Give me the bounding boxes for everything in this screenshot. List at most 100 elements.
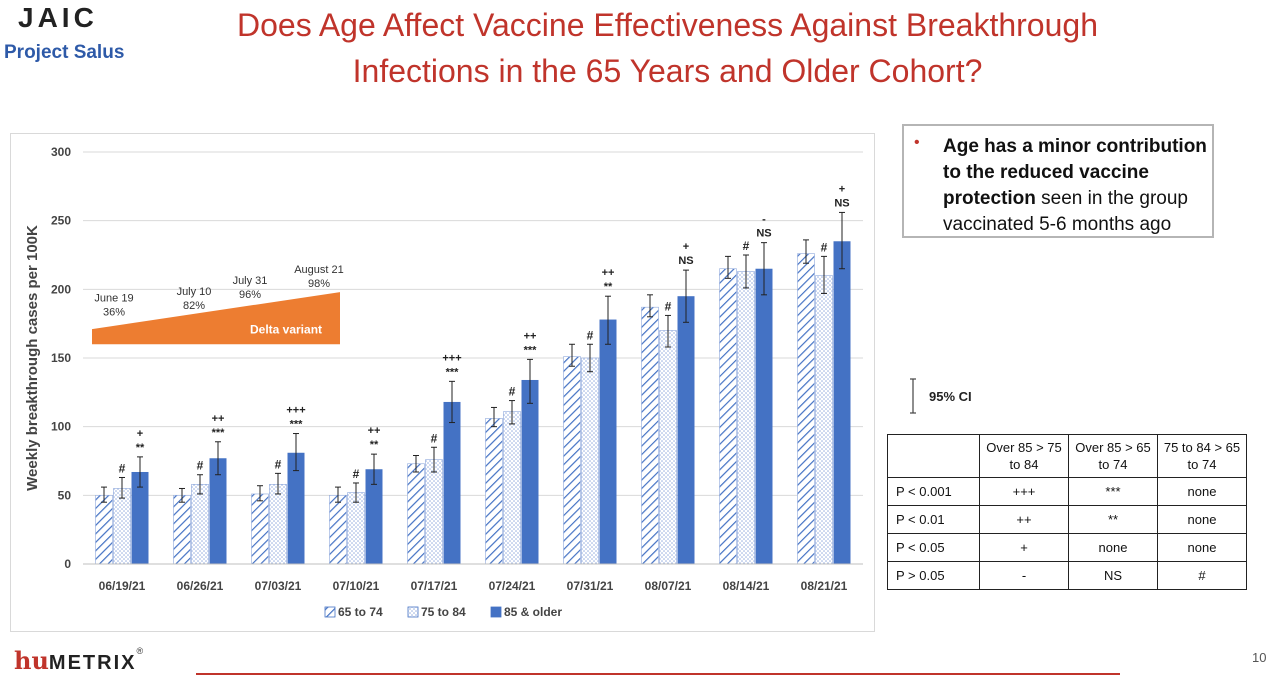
bar-hatch [563,356,581,565]
bar-hatch [485,418,503,565]
bar-dots [347,492,365,565]
delta-milestone-pct: 96% [239,289,261,301]
jaic-logo-text: JAIC [18,2,98,33]
annotation-sig2: *** [212,427,226,439]
bar-solid [365,469,383,564]
table-row: P < 0.05 + none none [887,533,1247,562]
annotation-sig2: *** [524,344,538,356]
annotation-hash: # [743,239,750,253]
bar-dots [659,330,677,565]
annotation-hash: # [119,461,126,475]
table-cell: P < 0.05 [887,533,980,562]
table-cell: +++ [979,477,1069,506]
table-header-cell: Over 85 > 75 to 84 [979,434,1069,478]
x-tick-label: 07/24/21 [489,579,536,593]
bar-dots [815,275,833,565]
title-line-2: Infections in the 65 Years and Older Coh… [352,53,983,89]
table-header-cell: 75 to 84 > 65 to 74 [1157,434,1247,478]
annotation-hash: # [431,431,438,445]
humetrix-logo-metrix: METRIX [48,652,137,674]
bar-dots [113,488,131,565]
annotation-hash: # [353,467,360,481]
annotation-sig2: ** [604,281,613,293]
table-cell: + [979,533,1069,562]
ci-label: 95% CI [929,389,972,404]
y-tick-label: 250 [51,214,71,228]
x-tick-label: 07/03/21 [255,579,302,593]
annotation-sig2: ** [136,442,145,454]
bar-solid [677,296,695,564]
project-name: Project Salus [4,42,125,63]
bar-dots [503,411,521,565]
annotation-sig2: NS [678,255,693,267]
bar-dots [737,271,755,565]
key-finding-rest: seen in the group vaccinated 5-6 months … [943,188,1189,235]
footer-divider [196,673,1120,675]
table-cell: P > 0.05 [887,561,980,590]
bar-hatch [251,493,269,565]
p-value-table: Over 85 > 75 to 84 Over 85 > 65 to 74 75… [887,434,1247,590]
bar-hatch [95,495,113,565]
annotation-sig1: ++ [524,330,537,342]
humetrix-logo-hu: hu [14,646,49,675]
annotation-hash: # [665,299,672,313]
bar-solid [755,268,773,564]
bar-hatch [329,495,347,565]
table-cell: ** [1068,505,1158,534]
bar-solid [287,452,305,564]
annotation-sig2: *** [446,366,460,378]
legend-swatch [407,606,419,618]
bar-solid [521,379,539,564]
x-tick-label: 07/10/21 [333,579,380,593]
delta-milestone-date: July 31 [233,275,268,287]
bar-hatch [641,306,659,565]
delta-milestone-pct: 98% [308,278,330,290]
annotation-sig1: +++ [286,405,305,417]
table-cell: - [979,561,1069,590]
legend-label: 75 to 84 [421,605,466,619]
bar-dots [581,357,599,565]
x-tick-label: 07/17/21 [411,579,458,593]
annotation-sig1: ++ [368,425,381,437]
table-row: P > 0.05 - NS # [887,561,1247,590]
x-tick-label: 06/19/21 [99,579,146,593]
delta-variant-band [92,292,340,345]
annotation-sig2: NS [834,197,849,209]
ci-bar-icon [910,378,916,414]
bar-dots [425,459,443,565]
slide-title: Does Age Affect Vaccine Effectiveness Ag… [180,2,1155,94]
table-cell: none [1157,533,1247,562]
legend-swatch [324,606,336,618]
legend-label: 85 & older [504,605,562,619]
humetrix-logo: huMETRIX® [14,646,143,675]
delta-milestone-date: August 21 [294,264,344,276]
table-cell: none [1068,533,1158,562]
ci-legend: 95% CI [906,378,986,416]
title-line-1: Does Age Affect Vaccine Effectiveness Ag… [237,7,1098,43]
annotation-hash: # [821,240,828,254]
y-tick-label: 100 [51,420,71,434]
bar-solid [209,458,227,564]
y-tick-label: 200 [51,282,71,296]
x-tick-label: 06/26/21 [177,579,224,593]
bar-dots [269,484,287,565]
annotation-sig2: NS [756,228,771,240]
legend-swatch [490,606,502,618]
bar-solid [833,241,851,564]
delta-variant-label: Delta variant [250,322,322,336]
key-finding-text: Age has a minor contribution to the redu… [943,134,1209,238]
table-header-cell: Over 85 > 65 to 74 [1068,434,1158,478]
bullet-icon: • [914,134,920,151]
annotation-sig1: ++ [212,413,225,425]
y-tick-label: 150 [51,351,71,365]
annotation-hash: # [197,459,204,473]
annotation-sig1: +++ [442,352,461,364]
bar-dots [191,484,209,565]
table-cell: P < 0.001 [887,477,980,506]
x-tick-label: 07/31/21 [567,579,614,593]
table-cell: NS [1068,561,1158,590]
bar-hatch [797,253,815,565]
bar-hatch [719,268,737,565]
registered-mark: ® [136,646,144,656]
annotation-sig1: + [137,428,143,440]
